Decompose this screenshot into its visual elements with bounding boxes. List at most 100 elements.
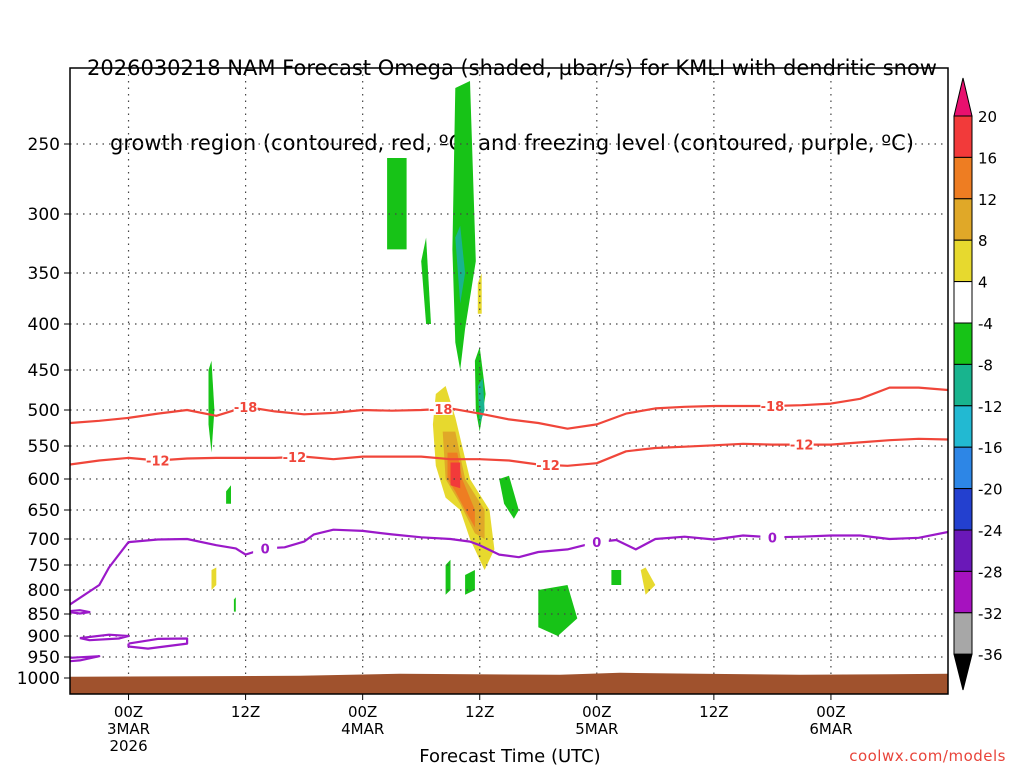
- y-tick-label: 950: [28, 648, 60, 668]
- contour-label-bg: [145, 453, 170, 467]
- colorbar-swatch: [953, 529, 973, 572]
- colorbar-label: 16: [978, 149, 997, 167]
- colorbar-label: 4: [978, 274, 988, 292]
- x-tick-label: 12Z: [465, 703, 494, 721]
- contour-fragment: [127, 637, 189, 650]
- omega-region: [452, 81, 476, 370]
- x-tick-label: 3MAR: [107, 720, 150, 738]
- omega-region: [450, 462, 461, 489]
- colorbar-swatch: [953, 115, 973, 158]
- colorbar-label: -12: [978, 398, 1003, 416]
- omega-region: [421, 237, 431, 324]
- contour-label: 0: [592, 536, 601, 551]
- x-tick-label: 00Z: [582, 703, 611, 721]
- contour-label: 0: [261, 542, 270, 557]
- x-tick-label: 12Z: [231, 703, 260, 721]
- omega-region: [611, 570, 622, 585]
- y-axis: 2503003504004505005506006507007508008509…: [17, 135, 70, 689]
- colorbar-swatch: [953, 570, 973, 614]
- y-tick-label: 1000: [17, 669, 60, 689]
- colorbar-bottom-arrow: [953, 653, 973, 691]
- omega-region: [387, 158, 407, 250]
- contour--18: [70, 386, 948, 430]
- colorbar-swatch: [953, 363, 973, 407]
- y-tick-label: 350: [28, 264, 60, 284]
- omega-region: [499, 475, 519, 519]
- contour-label-bg: [584, 535, 609, 549]
- colorbar: 20 16 12 8 4 -4 -8 -12 -16 -20 -24 -28 -32 -36: [953, 77, 1003, 691]
- omega-region: [226, 485, 231, 504]
- y-tick-label: 500: [28, 401, 60, 421]
- colorbar-swatch: [953, 612, 973, 655]
- colorbar-swatch: [953, 488, 973, 531]
- y-tick-label: 250: [28, 135, 60, 155]
- colorbar-swatch: [953, 239, 973, 283]
- contour-0: [70, 528, 948, 606]
- colorbar-label: 8: [978, 232, 988, 250]
- contour-label: -12: [790, 439, 814, 454]
- colorbar-top-arrow: [953, 77, 973, 117]
- x-tick-label: 00Z: [114, 703, 143, 721]
- x-tick-label: 2026: [109, 737, 147, 755]
- plot-frame: [69, 67, 949, 695]
- colorbar-swatch: [953, 156, 973, 200]
- contour-fragment: [79, 633, 130, 642]
- contour-label: 0: [768, 531, 777, 546]
- contour-label: -12: [283, 451, 307, 466]
- contour-fragment: [70, 609, 91, 615]
- contour-label-bg: [282, 450, 307, 463]
- y-tick-label: 900: [28, 627, 60, 647]
- colorbar-label: -8: [978, 356, 993, 374]
- contour--12: [70, 437, 948, 467]
- omega-region: [208, 360, 215, 453]
- x-tick-label: 4MAR: [341, 720, 384, 738]
- contour-label-bg: [428, 401, 453, 415]
- x-tick-label: 5MAR: [575, 720, 618, 738]
- omega-region: [538, 585, 578, 636]
- y-tick-label: 300: [28, 205, 60, 225]
- colorbar-label: -32: [978, 605, 1003, 623]
- x-axis-label: Forecast Time (UTC): [419, 746, 601, 767]
- terrain-layer: [70, 672, 948, 694]
- colorbar-label: -28: [978, 563, 1003, 581]
- x-tick-label: 00Z: [348, 703, 377, 721]
- contour-label: -18: [761, 400, 785, 415]
- colorbar-swatch: [953, 446, 973, 490]
- x-tick-label: 00Z: [816, 703, 845, 721]
- y-tick-label: 750: [28, 556, 60, 576]
- colorbar-swatch: [953, 281, 973, 324]
- site-credit: coolwx.com/models: [849, 747, 1006, 765]
- y-tick-label: 650: [28, 501, 60, 521]
- omega-region: [233, 597, 236, 612]
- contour-label-bg: [760, 399, 785, 412]
- colorbar-swatch: [953, 322, 973, 365]
- contour-label: -12: [146, 455, 170, 470]
- colorbar-label: -20: [978, 481, 1003, 499]
- terrain-surface: [70, 672, 948, 694]
- colorbar-swatch: [953, 198, 973, 241]
- colorbar-label: -24: [978, 522, 1003, 540]
- contour-label-bg: [536, 457, 561, 471]
- contour-label-bg: [760, 530, 785, 544]
- y-tick-label: 400: [28, 315, 60, 335]
- colorbar-swatch: [953, 405, 973, 448]
- y-tick-label: 450: [28, 361, 60, 381]
- x-tick-label: 6MAR: [809, 720, 852, 738]
- y-tick-label: 800: [28, 581, 60, 601]
- contour-layer: -18 -18 -18 -12 -12 -12 -12 0 0 0: [70, 386, 948, 663]
- contour-label-bg: [253, 541, 278, 555]
- omega-region: [465, 570, 475, 595]
- contour-fragment: [70, 655, 101, 663]
- contour-label: -18: [429, 403, 453, 418]
- colorbar-label: 12: [978, 191, 997, 209]
- colorbar-label: -36: [978, 646, 1003, 664]
- x-tick-label: 12Z: [699, 703, 728, 721]
- contour-label: -12: [536, 459, 560, 474]
- colorbar-label: 20: [978, 108, 997, 126]
- omega-region: [640, 567, 656, 595]
- y-tick-label: 600: [28, 470, 60, 490]
- contour-label: -18: [234, 401, 258, 416]
- y-tick-label: 850: [28, 605, 60, 625]
- colorbar-label: -4: [978, 315, 993, 333]
